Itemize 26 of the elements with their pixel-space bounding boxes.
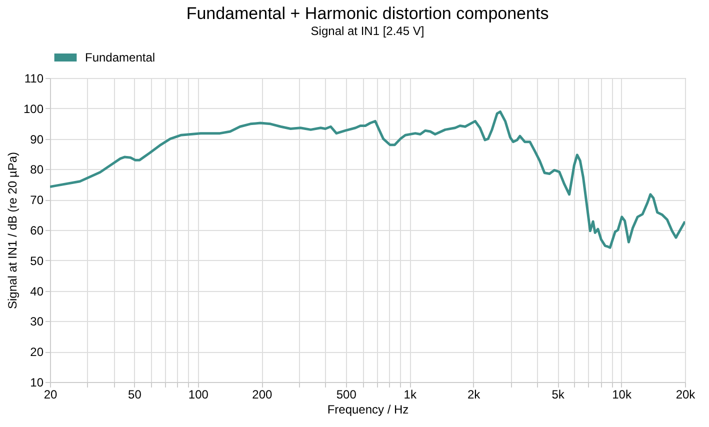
y-tick-label: 20 [30, 345, 44, 360]
y-axis-title: Signal at IN1 / dB (re 20 µPa) [5, 152, 20, 309]
x-tick-label: 20k [676, 388, 696, 402]
x-tick-label: 200 [252, 388, 272, 402]
chart-title: Fundamental + Harmonic distortion components [186, 4, 549, 23]
x-axis-title: Frequency / Hz [327, 402, 409, 416]
chart-subtitle: Signal at IN1 [2.45 V] [310, 24, 424, 38]
y-tick-label: 70 [30, 193, 44, 208]
legend-label: Fundamental [85, 50, 156, 64]
x-tick-label: 500 [336, 388, 357, 402]
y-tick-label: 50 [30, 254, 44, 268]
x-tick-label: 1k [404, 388, 418, 402]
x-tick-label: 20 [44, 388, 58, 402]
x-tick-label: 2k [467, 388, 482, 402]
y-tick-label: 40 [30, 284, 44, 298]
x-tick-label: 50 [128, 388, 142, 402]
y-tick-label: 100 [23, 102, 44, 116]
x-tick-label: 100 [188, 388, 209, 402]
y-tick-label: 30 [30, 314, 44, 329]
x-tick-label: 5k [552, 388, 566, 402]
y-tick-label: 110 [24, 72, 44, 86]
y-tick-label: 10 [30, 376, 44, 390]
y-tick-label: 90 [30, 132, 44, 146]
y-tick-label: 60 [30, 224, 44, 238]
y-tick-label: 80 [30, 162, 44, 177]
x-tick-label: 10k [612, 388, 632, 402]
